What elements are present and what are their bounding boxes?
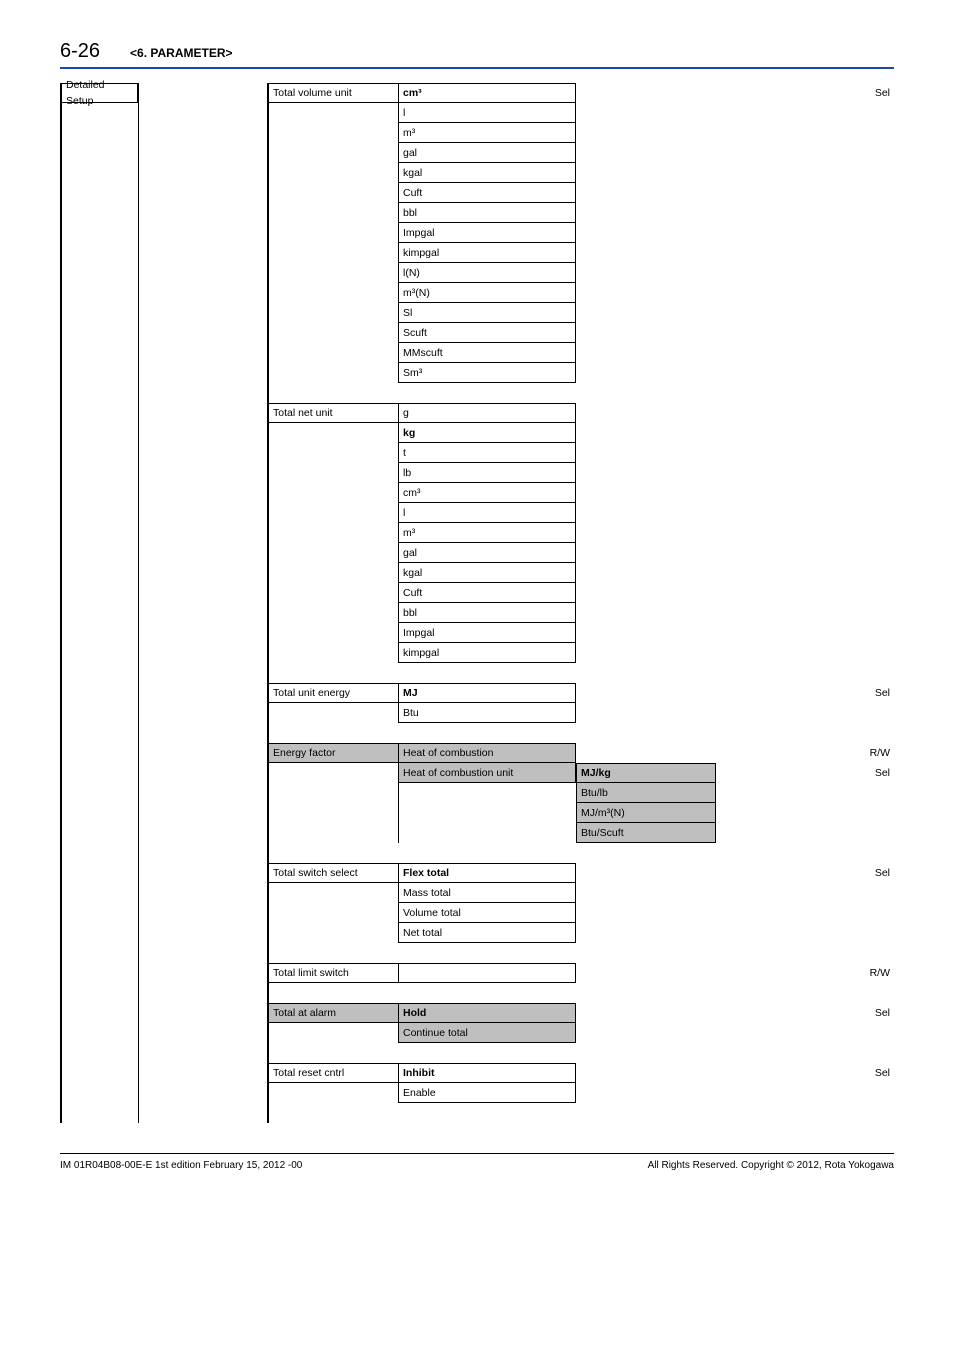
param-label: Energy factor [273, 747, 335, 759]
column-suboptions: MJ/kg Btu/lb MJ/m³(N) Btu/Scuft [576, 83, 716, 1123]
column-group: Detailed Setup [60, 83, 138, 1123]
option-label: m³(N) [403, 285, 430, 301]
option-label: MJ [403, 685, 418, 701]
option-label: Continue total [403, 1025, 468, 1041]
footer-left: IM 01R04B08-00E-E 1st edition February 1… [60, 1160, 302, 1171]
option-label: Sm³ [403, 365, 422, 381]
option-label: Cuft [403, 585, 422, 601]
param-label: Total limit switch [273, 967, 349, 979]
page-footer: IM 01R04B08-00E-E 1st edition February 1… [60, 1153, 894, 1171]
suboption-label: Btu/lb [581, 785, 608, 801]
access-tag: Sel [875, 867, 890, 879]
param-label: Total volume unit [273, 87, 352, 99]
option-label: gal [403, 145, 417, 161]
option-label: Impgal [403, 625, 435, 641]
option-label: l(N) [403, 265, 420, 281]
option-label: kimpgal [403, 245, 439, 261]
column-param-label: Total volume unit Total net unit Total uni… [268, 83, 398, 1123]
suboption-label: Btu/Scuft [581, 825, 624, 841]
header-rule [60, 67, 894, 69]
option-label: Scuft [403, 325, 427, 341]
option-label: Hold [403, 1005, 426, 1021]
access-tag: Sel [875, 687, 890, 699]
option-label: cm³ [403, 85, 422, 101]
option-label: Mass total [403, 885, 451, 901]
access-tag: Sel [875, 1067, 890, 1079]
option-label: m³ [403, 125, 415, 141]
access-tag: Sel [875, 1007, 890, 1019]
option-label: l [403, 505, 405, 521]
option-label: Impgal [403, 225, 435, 241]
option-label: Heat of combustion unit [403, 765, 513, 781]
option-label: kimpgal [403, 645, 439, 661]
option-label: Net total [403, 925, 442, 941]
option-label: g [403, 405, 409, 421]
option-label: Sl [403, 305, 412, 321]
option-label: cm³ [403, 485, 421, 501]
param-label: Total reset cntrl [273, 1067, 344, 1079]
option-label: Heat of combustion [403, 745, 493, 761]
param-label: Total net unit [273, 407, 333, 419]
chapter-title: <6. PARAMETER> [130, 46, 232, 60]
option-label: l [403, 105, 405, 121]
option-label: Volume total [403, 905, 461, 921]
access-tag: R/W [870, 967, 890, 979]
access-tag: R/W [870, 747, 890, 759]
param-label: Total at alarm [273, 1007, 336, 1019]
option-label: bbl [403, 605, 417, 621]
suboption-label: MJ/m³(N) [581, 805, 625, 821]
option-label: Btu [403, 705, 419, 721]
footer-right: All Rights Reserved. Copyright © 2012, R… [648, 1160, 894, 1171]
option-label: Inhibit [403, 1065, 435, 1081]
column-spacer [138, 83, 268, 1123]
option-label: m³ [403, 525, 415, 541]
option-label: t [403, 445, 406, 461]
option-label: kgal [403, 565, 422, 581]
page-number: 6-26 [60, 40, 100, 63]
option-label: bbl [403, 205, 417, 221]
param-label: Total unit energy [273, 687, 350, 699]
option-label: Flex total [403, 865, 449, 881]
column-access: Sel Sel R/W Sel Sel R/W Sel Sel [716, 83, 894, 1123]
suboption-label: MJ/kg [581, 765, 611, 781]
option-label: Cuft [403, 185, 422, 201]
option-label: kgal [403, 165, 422, 181]
param-label: Total switch select [273, 867, 358, 879]
option-label: gal [403, 545, 417, 561]
column-options: cm³ l m³ gal kgal Cuft bbl Impgal kimpgal l(N) m³(… [398, 83, 576, 1123]
option-label: Enable [403, 1085, 436, 1101]
parameter-table: Detailed Setup Total volume unit Total ne… [60, 83, 894, 1123]
access-tag: Sel [875, 87, 890, 99]
option-label: lb [403, 465, 411, 481]
option-label: MMscuft [403, 345, 443, 361]
group-label: Detailed Setup [66, 77, 133, 109]
access-tag: Sel [875, 767, 890, 779]
option-label: kg [403, 425, 415, 441]
